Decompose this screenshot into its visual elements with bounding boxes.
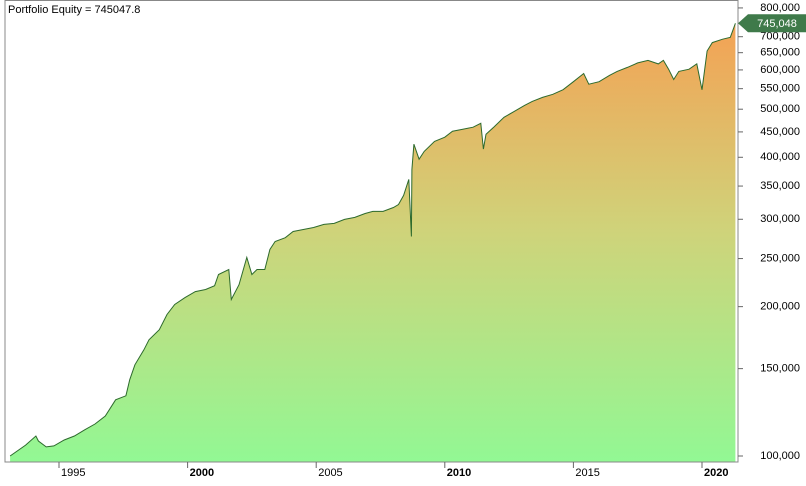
line [9, 23, 736, 457]
y-tick-label: 800,000 [760, 2, 800, 14]
x-tick-label: 2005 [318, 467, 342, 479]
y-tick-label: 500,000 [760, 103, 800, 115]
y-tick-label: 150,000 [760, 363, 800, 375]
y-tick-label: 450,000 [760, 126, 800, 138]
x-tick-label: 2015 [575, 467, 599, 479]
y-tick-label: 350,000 [760, 180, 800, 192]
y-tick-label: 250,000 [760, 252, 800, 264]
value-marker [738, 14, 806, 33]
y-tick-label: 100,000 [760, 450, 800, 462]
y-tick-label: 650,000 [760, 47, 800, 59]
y-tick-label: 600,000 [760, 64, 800, 76]
x-tick-label: 2000 [190, 467, 214, 479]
plot-area [9, 23, 736, 463]
y-tick-label: 200,000 [760, 301, 800, 313]
y-tick-label: 700,000 [760, 31, 800, 43]
plot-frame [4, 0, 739, 463]
x-tick-label: 2020 [704, 467, 728, 479]
area [10, 23, 736, 463]
y-tick-label: 550,000 [760, 83, 800, 95]
x-tick-label: 2010 [447, 467, 471, 479]
y-tick-label: 400,000 [760, 151, 800, 163]
y-tick-label: 300,000 [760, 213, 800, 225]
chart-title: Portfolio Equity = 745047.8 [8, 4, 140, 16]
value-label: 745,048 [757, 18, 797, 30]
x-tick-label: 1995 [61, 467, 85, 479]
